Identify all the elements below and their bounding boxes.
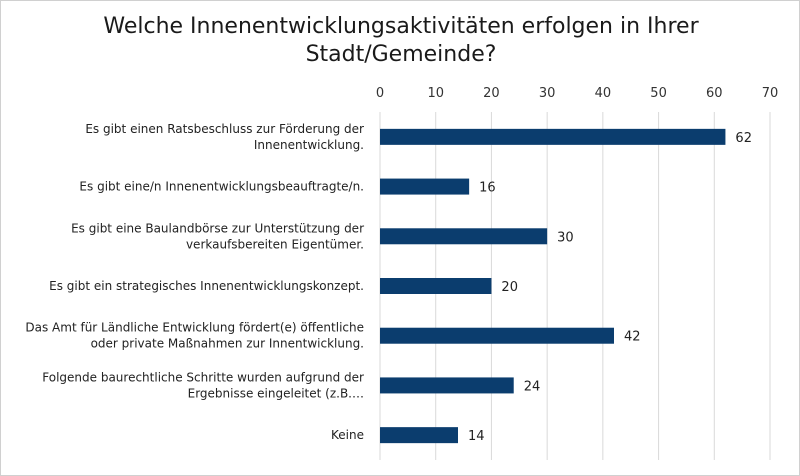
bar [380,278,492,294]
category-label: verkaufsbereiten Eigentümer. [186,237,364,251]
data-label: 62 [735,131,752,146]
category-label: Es gibt einen Ratsbeschluss zur Förderun… [85,122,364,136]
data-label: 42 [624,330,641,345]
bar [380,377,514,394]
x-tick-label: 10 [427,86,444,101]
x-tick-label: 0 [376,86,384,101]
data-label: 24 [524,379,541,394]
x-tick-label: 30 [539,86,556,101]
chart-title-line-2: Stadt/Gemeinde? [305,42,497,67]
data-label: 30 [557,230,574,245]
category-label: Es gibt ein strategisches Innenentwicklu… [49,279,364,293]
data-label: 14 [468,429,485,444]
category-label: Keine [331,428,364,442]
category-label: Ergebnisse eingeleitet (z.B.… [188,386,364,400]
x-tick-label: 50 [650,86,667,101]
category-label: Folgende baurechtliche Schritte wurden a… [42,370,364,384]
category-label: Innenentwicklung. [254,138,364,152]
bar [380,327,614,344]
x-tick-label: 40 [595,86,612,101]
x-tick-label: 60 [706,86,723,101]
bar [380,427,458,444]
bar [380,178,470,195]
data-label: 16 [479,181,496,196]
bar [380,228,548,245]
bar [380,128,726,145]
category-label: oder private Maßnahmen zur Innentwicklun… [91,337,364,351]
chart-title: Welche Innenentwicklungsaktivitäten erfo… [61,13,741,69]
chart-title-line-1: Welche Innenentwicklungsaktivitäten erfo… [103,14,699,39]
category-label: Es gibt eine/n Innenentwicklungsbeauftra… [79,180,364,194]
category-label: Das Amt für Ländliche Entwicklung förder… [25,321,364,335]
data-label: 20 [501,280,518,295]
x-tick-label: 70 [762,86,779,101]
x-tick-label: 20 [483,86,500,101]
category-label: Es gibt eine Baulandbörse zur Unterstütz… [71,221,364,235]
